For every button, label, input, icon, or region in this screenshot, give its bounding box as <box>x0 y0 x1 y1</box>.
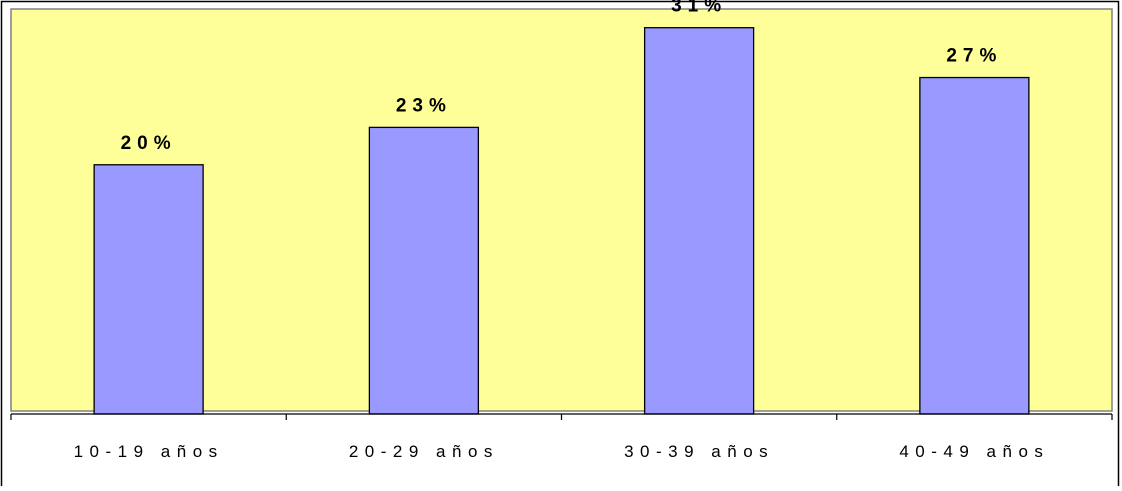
data-label-1: 20% <box>121 133 177 154</box>
x-tick-label-2: 20-29 años <box>349 442 499 461</box>
data-label-3: 31% <box>671 0 727 17</box>
data-labels-layer: 20% 23% 31% 27% <box>121 0 1002 154</box>
data-label-4: 27% <box>946 46 1002 67</box>
x-tick-label-1: 10-19 años <box>74 442 224 461</box>
x-axis: 10-19 años 20-29 años 30-39 años 40-49 años <box>10 413 1113 461</box>
bars-layer <box>93 27 1030 415</box>
data-label-2: 23% <box>396 95 452 116</box>
bar-3 <box>643 27 755 415</box>
bar-1 <box>93 164 204 415</box>
bar-2 <box>368 126 480 415</box>
x-tick-label-3: 30-39 años <box>624 442 774 461</box>
bar-4 <box>919 76 1030 415</box>
x-tick-label-4: 40-49 años <box>899 442 1049 461</box>
